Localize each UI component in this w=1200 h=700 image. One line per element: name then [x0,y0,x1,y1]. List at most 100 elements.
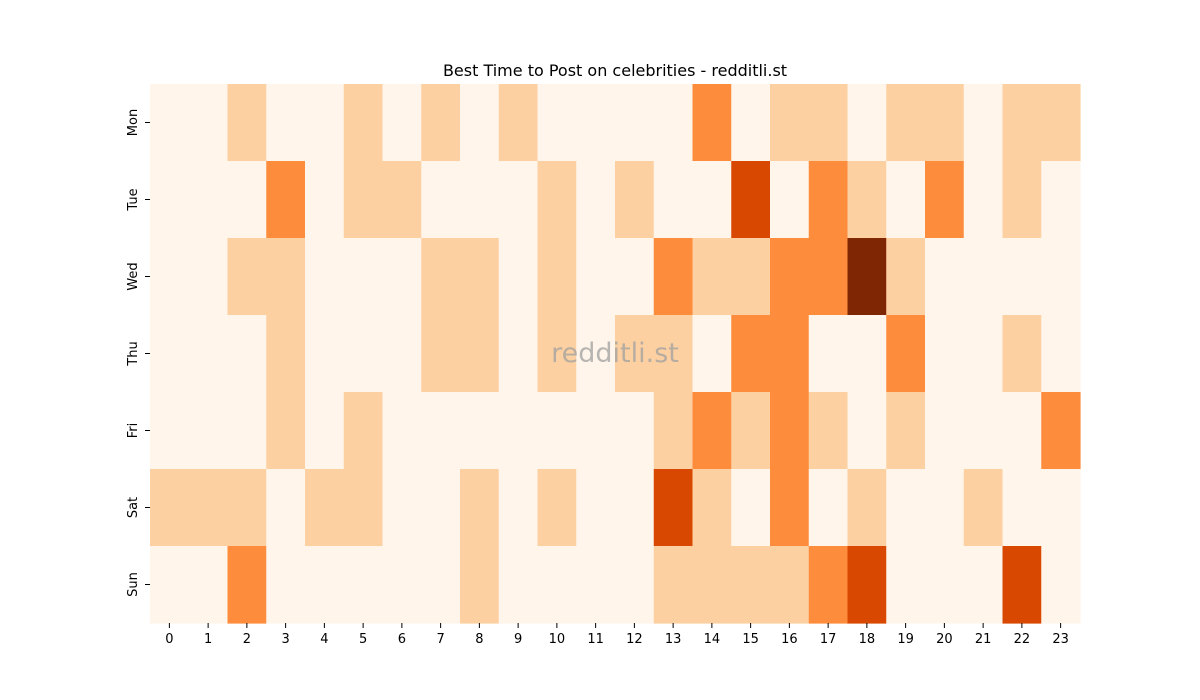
heatmap-cell [537,238,577,316]
x-tick-label: 4 [320,632,328,647]
heatmap-cell [925,392,965,470]
heatmap-cell [343,469,384,547]
heatmap-cell [576,238,616,316]
y-tick-label: Tue [126,188,141,211]
heatmap-cell [576,161,616,239]
heatmap-cell [1002,469,1042,547]
heatmap-cell [615,546,655,624]
heatmap-cell [537,315,577,393]
heatmap-cell [847,469,887,547]
heatmap-cell [266,238,306,316]
heatmap-cell [266,392,306,470]
heatmap-cell [150,469,190,547]
heatmap-cell [227,161,267,239]
heatmap-cell [421,469,461,547]
heatmap-cell [925,238,965,316]
heatmap-cell [1002,546,1042,624]
heatmap-cell [615,238,655,316]
heatmap-cell [808,546,849,624]
heatmap-cell [615,392,655,470]
heatmap-cell [615,161,655,239]
heatmap-cell [1002,392,1042,470]
heatmap-cell [498,546,539,624]
x-tick-label: 10 [549,632,566,647]
heatmap-cell [266,315,306,393]
heatmap-cell [537,84,577,162]
heatmap-cell [808,315,849,393]
x-tick-label: 19 [897,632,914,647]
heatmap-cell [382,546,422,624]
heatmap-cell [808,469,849,547]
heatmap-cell [770,392,810,470]
heatmap-cell [731,161,771,239]
heatmap-cell [382,161,422,239]
heatmap-cell [188,84,229,162]
y-tick-label: Sun [126,572,141,597]
heatmap-cell [1041,392,1081,470]
x-tick-label: 6 [398,632,406,647]
heatmap-cell [382,315,422,393]
heatmap-cell [227,84,267,162]
heatmap-cell [770,315,810,393]
heatmap-cell [1041,84,1081,162]
heatmap-cell [963,546,1004,624]
heatmap-cell [653,315,694,393]
heatmap-cell [305,392,345,470]
heatmap-cell [188,238,229,316]
heatmap-cell [731,546,771,624]
heatmap-cell [653,238,694,316]
heatmap-cell [692,546,732,624]
heatmap-cell [460,469,500,547]
heatmap-cell [150,392,190,470]
heatmap-cell [460,546,500,624]
heatmap-cell [266,84,306,162]
heatmap-cell [305,161,345,239]
heatmap-cell [498,469,539,547]
heatmap-cell [886,469,926,547]
x-tick-label: 16 [781,632,798,647]
heatmap-cell [692,469,732,547]
heatmap-cell [653,546,694,624]
heatmap-cell [731,84,771,162]
heatmap-cell [886,161,926,239]
heatmap-cell [498,315,539,393]
x-tick-label: 2 [243,632,251,647]
heatmap-cell [847,238,887,316]
heatmap-cell [886,315,926,393]
heatmap-cell [808,238,849,316]
heatmap-cell [305,546,345,624]
heatmap-cell [382,469,422,547]
heatmap-cell [847,546,887,624]
heatmap-cell [963,161,1004,239]
heatmap-cell [382,392,422,470]
heatmap-cell [653,84,694,162]
heatmap-cell [343,161,384,239]
x-tick-label: 18 [859,632,876,647]
x-tick-label: 17 [820,632,837,647]
heatmap-cell [227,392,267,470]
heatmap-cell [692,238,732,316]
heatmap-cell [188,546,229,624]
heatmap-cell [731,315,771,393]
heatmap-cell [266,546,306,624]
heatmap-cell [537,392,577,470]
heatmap-cell [770,469,810,547]
y-tick-label: Mon [126,109,141,136]
heatmap-cell [227,315,267,393]
heatmap-cell [1041,546,1081,624]
x-axis: 0 1 2 3 4 5 6 7 8 9 10 11 12 13 14 15 16 17 18 19 20 21 22 23 [165,623,1069,647]
heatmap-cell [421,546,461,624]
x-tick-label: 8 [475,632,483,647]
heatmap-cells [150,84,1081,624]
heatmap-cell [925,161,965,239]
y-tick-label: Fri [126,423,141,439]
heatmap-cell [847,315,887,393]
heatmap-cell [886,238,926,316]
heatmap-cell [305,469,345,547]
chart-title: Best Time to Post on celebrities - reddi… [443,61,787,80]
heatmap-cell [227,546,267,624]
x-tick-label: 14 [704,632,721,647]
heatmap-cell [150,161,190,239]
heatmap-cell [150,84,190,162]
heatmap-cell [886,546,926,624]
